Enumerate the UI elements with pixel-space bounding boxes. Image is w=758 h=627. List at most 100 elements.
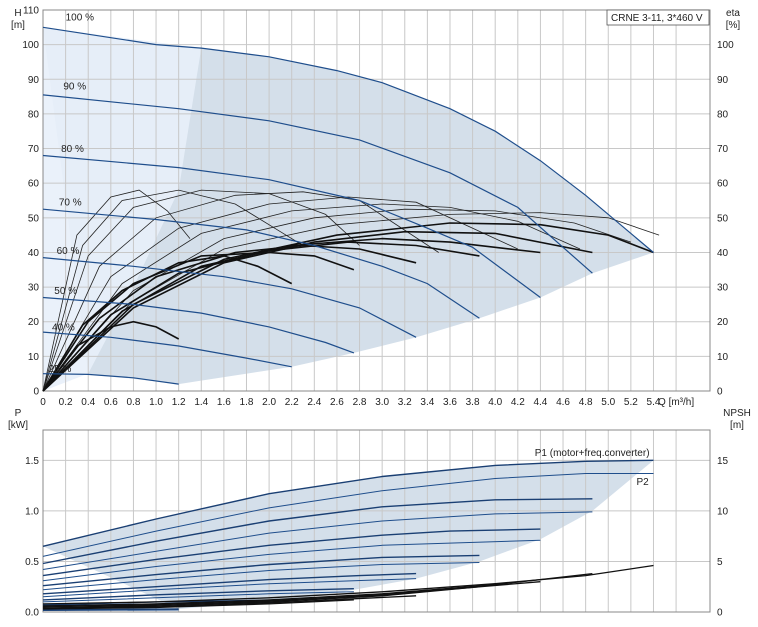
y-tick-label: 0 <box>33 387 39 398</box>
x-tick-label: 3.0 <box>375 397 389 408</box>
npsh-curve <box>42 586 480 609</box>
y2-axis-label: NPSH <box>723 408 751 419</box>
npsh-curve <box>42 572 593 607</box>
speed-label: 70 % <box>59 198 82 209</box>
p2-curve-80 <box>42 539 541 582</box>
y-tick-label: 1.5 <box>25 456 39 467</box>
speed-label: 90 % <box>63 82 86 93</box>
head-curve-60 <box>42 257 417 338</box>
efficiency-curve-bold <box>42 230 593 392</box>
y-tick-label: 80 <box>28 109 40 120</box>
x-tick-label: 2.8 <box>353 397 367 408</box>
x-tick-label: 5.0 <box>601 397 615 408</box>
p1-curve-70 <box>42 554 480 587</box>
y-axis-label: P <box>15 408 22 419</box>
y-axis-unit: [kW] <box>8 420 28 431</box>
x-tick-label: 0.4 <box>81 397 95 408</box>
speed-label: 80 % <box>61 144 84 155</box>
x-tick-label: 4.6 <box>556 397 570 408</box>
speed-label: 60 % <box>57 246 80 257</box>
x-tick-label: 5.2 <box>624 397 638 408</box>
head-curve-80 <box>42 154 541 298</box>
x-tick-label: 4.8 <box>579 397 593 408</box>
y2-tick-label: 10 <box>717 506 729 517</box>
head-curve-50 <box>42 296 355 354</box>
power-operating-area <box>43 460 654 609</box>
efficiency-curve-bold <box>42 244 417 392</box>
x-tick-label: 2.4 <box>307 397 321 408</box>
legend-box-text: CRNE 3-11, 3*460 V <box>611 13 703 24</box>
y2-tick-label: 50 <box>717 213 729 224</box>
x-tick-label: 4.4 <box>533 397 547 408</box>
y2-axis-unit: [%] <box>726 20 741 31</box>
p2-curve-60 <box>42 578 417 598</box>
y-tick-label: 30 <box>28 283 40 294</box>
y-tick-label: 90 <box>28 75 40 86</box>
y-axis-label: H <box>14 8 21 19</box>
head-efficiency-plot: 100 % 90 % 80 % 70 % 60 % 50 % 40 % 25 % 0 10 20 30… <box>11 6 740 409</box>
head-curve-90 <box>42 94 593 274</box>
efficiency-curve-bold <box>42 241 480 392</box>
x-tick-label: 1.2 <box>172 397 186 408</box>
y2-tick-label: 40 <box>717 248 729 259</box>
y2-tick-label: 15 <box>717 456 729 467</box>
y-tick-label: 1.0 <box>25 506 39 517</box>
x-tick-label: 2.6 <box>330 397 344 408</box>
p1-curve-25 <box>42 608 179 611</box>
x-tick-label: 3.6 <box>443 397 457 408</box>
p2-curve-70 <box>42 562 480 591</box>
npsh-curve <box>42 564 654 605</box>
p1-curve-100 <box>42 459 654 547</box>
x-tick-label: 3.4 <box>420 397 434 408</box>
y-tick-label: 110 <box>23 6 39 17</box>
y2-tick-label: 0 <box>717 387 723 398</box>
legend-box: CRNE 3-11, 3*460 V <box>606 9 710 26</box>
x-tick-label: 5.4 <box>647 397 661 408</box>
power-npsh-plot: P1 (motor+freq.converter) P2 0.0 0.5 1.0 1.5 0… <box>8 408 751 619</box>
y2-axis-unit: [m] <box>730 420 744 431</box>
x-tick-label: 1.6 <box>217 397 231 408</box>
y-tick-label: 10 <box>28 352 40 363</box>
y-tick-label: 60 <box>28 179 40 190</box>
y-tick-label: 40 <box>28 248 40 259</box>
efficiency-curve <box>42 196 518 392</box>
p1-curve-80 <box>42 528 541 577</box>
y2-tick-label: 90 <box>717 75 729 86</box>
head-curve-40 <box>42 331 292 368</box>
speed-label: 25 % <box>49 364 72 375</box>
x-tick-label: 4.2 <box>511 397 525 408</box>
x-tick-label: 1.8 <box>240 397 254 408</box>
x-tick-label: 2.2 <box>285 397 299 408</box>
efficiency-curve <box>42 203 581 392</box>
y-tick-label: 0.0 <box>25 608 39 619</box>
y2-tick-label: 5 <box>717 557 723 568</box>
speed-label: 100 % <box>66 12 94 23</box>
x-tick-label: 0.6 <box>104 397 118 408</box>
x-tick-label: 0.2 <box>59 397 73 408</box>
efficiency-curve <box>42 189 360 392</box>
p2-series-label: P2 <box>637 477 650 488</box>
plot-frame <box>42 9 711 392</box>
head-curve-70 <box>42 208 480 319</box>
x-tick-label: 3.2 <box>398 397 412 408</box>
npsh-curve <box>42 599 354 610</box>
x-tick-label: 3.8 <box>466 397 480 408</box>
y2-tick-label: 70 <box>717 144 729 155</box>
y-tick-label: 20 <box>28 317 40 328</box>
x-tick-label: 1.0 <box>149 397 163 408</box>
y-tick-label: 100 <box>22 40 39 51</box>
y2-axis-label: eta <box>726 8 740 19</box>
x-tick-label: 1.4 <box>194 397 208 408</box>
efficiency-curve-bold <box>42 255 293 392</box>
y2-tick-label: 100 <box>717 40 734 51</box>
efficiency-curve-bold <box>42 251 355 392</box>
x-tick-label: 2.0 <box>262 397 276 408</box>
y-tick-label: 0.5 <box>25 557 39 568</box>
y-tick-label: 50 <box>28 213 40 224</box>
y2-tick-label: 10 <box>717 352 729 363</box>
y2-tick-label: 20 <box>717 317 729 328</box>
efficiency-curve-bold <box>42 237 541 392</box>
p2-curve-100 <box>42 473 654 557</box>
x-tick-label: 0.8 <box>126 397 140 408</box>
x-tick-label: 0 <box>40 397 46 408</box>
